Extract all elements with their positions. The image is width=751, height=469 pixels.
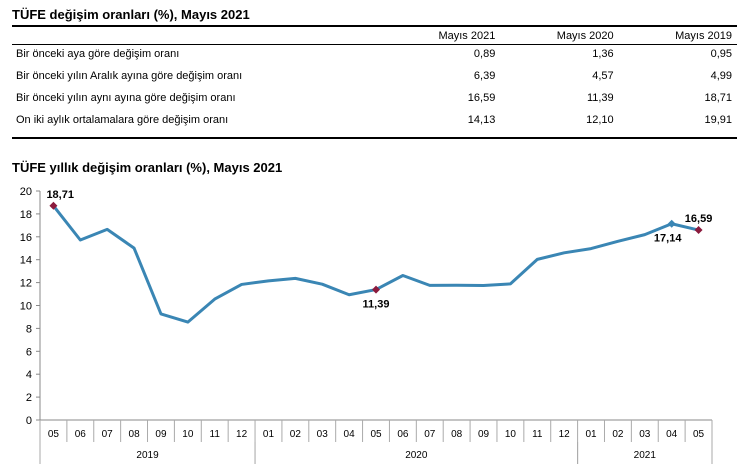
table-title: TÜFE değişim oranları (%), Mayıs 2021 (12, 7, 250, 22)
cell-value: 0,95 (710, 48, 732, 60)
row-label: Bir önceki yılın aynı ayına göre değişim… (16, 92, 236, 104)
column-header: Mayıs 2020 (556, 29, 614, 42)
x-tick-label: 01 (585, 429, 597, 440)
x-tick-label: 09 (478, 429, 490, 440)
x-tick-label: 12 (236, 429, 248, 440)
data-point-marker (667, 219, 676, 228)
x-tick-label: 08 (129, 429, 141, 440)
cell-value: 19,91 (704, 114, 732, 126)
x-tick-label: 05 (370, 429, 382, 440)
x-tick-label: 02 (290, 429, 302, 440)
x-tick-label: 06 (397, 429, 409, 440)
table-top-rule (12, 25, 737, 27)
cpi-table: Mayıs 2021 Mayıs 2020 Mayıs 2019 Bir önc… (12, 28, 737, 131)
x-tick-label: 04 (666, 429, 678, 440)
table-row: Bir önceki yılın aynı ayına göre değişim… (12, 87, 737, 109)
y-tick-label: 16 (20, 232, 32, 244)
cell-value: 14,13 (467, 114, 496, 126)
data-point-marker (694, 226, 703, 235)
x-tick-label: 03 (317, 429, 329, 440)
y-tick-label: 10 (20, 301, 32, 313)
x-tick-label: 10 (182, 429, 194, 440)
cell-value: 4,99 (710, 70, 732, 82)
x-tick-label: 11 (532, 429, 543, 440)
cell-value: 0,89 (473, 48, 496, 60)
cell-value: 1,36 (592, 48, 614, 60)
table-row: Bir önceki yılın Aralık ayına göre değiş… (12, 65, 737, 87)
table-bottom-rule (12, 137, 737, 139)
y-tick-label: 14 (20, 255, 32, 267)
row-label: Bir önceki yılın Aralık ayına göre değiş… (16, 70, 243, 82)
data-point-marker (372, 285, 380, 294)
column-header: Mayıs 2021 (438, 29, 496, 42)
x-tick-label: 07 (102, 429, 114, 440)
table-row: Bir önceki aya göre değişim oranı 0,89 1… (12, 43, 737, 65)
data-label: 11,39 (363, 299, 390, 311)
x-tick-label: 06 (75, 429, 87, 440)
cell-value: 6,39 (473, 70, 496, 82)
year-label: 2019 (136, 450, 159, 461)
year-label: 2021 (634, 450, 657, 461)
cell-value: 4,57 (592, 70, 614, 82)
data-point-marker (49, 201, 58, 210)
data-label: 17,14 (654, 233, 682, 245)
row-label: On iki aylık ortalamalara göre değişim o… (16, 114, 229, 126)
table-header-row: Mayıs 2021 Mayıs 2020 Mayıs 2019 (12, 28, 737, 43)
y-tick-label: 8 (26, 323, 32, 335)
table-header-rule (12, 44, 737, 45)
data-label: 16,59 (685, 213, 713, 225)
header-label-cell (12, 28, 382, 43)
x-tick-label: 05 (48, 429, 60, 440)
y-tick-label: 6 (26, 346, 32, 358)
x-tick-label: 03 (639, 429, 651, 440)
year-label: 2020 (405, 450, 428, 461)
x-tick-label: 09 (155, 429, 167, 440)
x-tick-label: 05 (693, 429, 705, 440)
x-tick-label: 12 (559, 429, 571, 440)
data-label: 18,71 (46, 189, 74, 201)
y-tick-label: 12 (20, 278, 32, 290)
x-tick-label: 11 (210, 429, 221, 440)
y-tick-label: 2 (26, 392, 32, 404)
table-row: On iki aylık ortalamalara göre değişim o… (12, 109, 737, 131)
chart-title: TÜFE yıllık değişim oranları (%), Mayıs … (12, 160, 283, 175)
x-tick-label: 10 (505, 429, 517, 440)
cell-value: 11,39 (586, 92, 614, 104)
y-tick-label: 18 (20, 209, 32, 221)
y-tick-label: 4 (26, 369, 32, 381)
cell-value: 12,10 (586, 114, 614, 126)
x-tick-label: 02 (612, 429, 624, 440)
cell-value: 18,71 (704, 92, 732, 104)
y-tick-label: 0 (26, 415, 32, 427)
cell-value: 16,59 (467, 92, 496, 104)
x-tick-label: 01 (263, 429, 275, 440)
x-tick-label: 07 (424, 429, 436, 440)
x-tick-label: 08 (451, 429, 463, 440)
column-header: Mayıs 2019 (675, 29, 732, 42)
x-tick-label: 04 (344, 429, 356, 440)
row-label: Bir önceki aya göre değişim oranı (16, 48, 180, 60)
y-tick-label: 20 (20, 186, 32, 198)
